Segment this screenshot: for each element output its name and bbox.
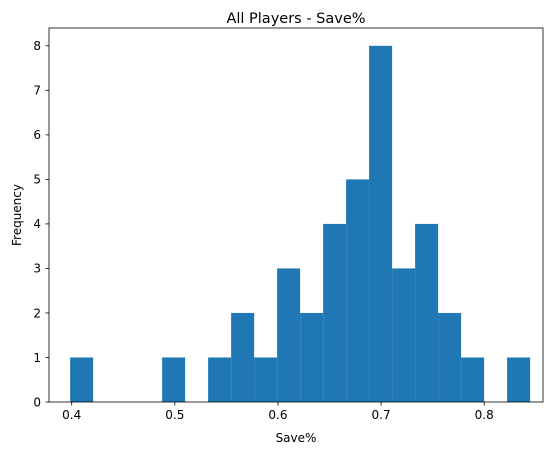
y-tick-label: 1 — [33, 351, 41, 365]
y-tick-label: 5 — [33, 173, 41, 187]
histogram-bar — [70, 357, 94, 402]
x-axis-ticks: 0.4 0.5 0.6 0.7 0.8 — [62, 402, 494, 422]
histogram-bar — [461, 357, 485, 402]
bars-layer — [70, 45, 531, 403]
histogram-bar — [300, 312, 324, 402]
x-tick-label: 0.6 — [268, 408, 287, 422]
histogram-bar — [415, 223, 439, 402]
x-tick-label: 0.7 — [372, 408, 391, 422]
histogram-bar — [277, 268, 301, 402]
histogram-bar — [392, 268, 416, 402]
histogram-bar — [507, 357, 531, 402]
histogram-bar — [231, 312, 255, 402]
axes-frame — [48, 27, 544, 403]
y-tick-label: 4 — [33, 217, 41, 231]
x-tick-label: 0.5 — [165, 408, 184, 422]
x-tick-label: 0.4 — [62, 408, 81, 422]
histogram-bar — [438, 312, 462, 402]
y-tick-label: 8 — [33, 39, 41, 53]
histogram-bar — [369, 45, 393, 403]
y-axis-label: Frequency — [10, 184, 24, 246]
histogram-bar — [162, 357, 186, 402]
y-tick-label: 3 — [33, 262, 41, 276]
y-axis-ticks: 0 1 2 3 4 5 6 7 8 — [33, 39, 49, 409]
y-tick-label: 6 — [33, 128, 41, 142]
chart-title: All Players - Save% — [226, 11, 365, 27]
histogram-bar — [254, 357, 278, 402]
x-axis-label: Save% — [276, 431, 317, 445]
y-tick-label: 2 — [33, 306, 41, 320]
histogram-bar — [208, 357, 232, 402]
y-tick-label: 7 — [33, 84, 41, 98]
y-tick-label: 0 — [33, 395, 41, 409]
histogram-bar — [323, 223, 347, 402]
x-tick-label: 0.8 — [475, 408, 494, 422]
histogram-bar — [346, 179, 370, 402]
